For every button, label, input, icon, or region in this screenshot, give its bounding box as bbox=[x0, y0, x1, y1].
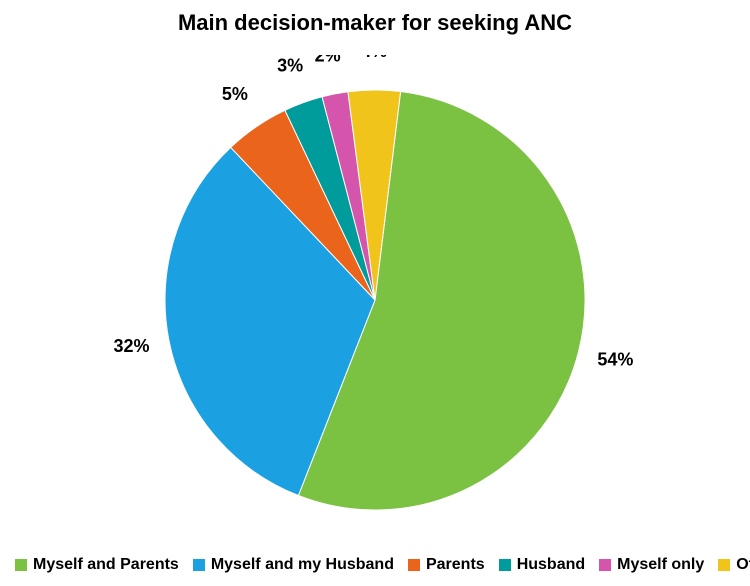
legend-item: Myself and my Husband bbox=[193, 556, 394, 574]
slice-label: 3% bbox=[277, 56, 303, 76]
chart-title: Main decision-maker for seeking ANC bbox=[0, 10, 750, 36]
legend-item: Others bbox=[718, 556, 750, 574]
chart-container: Main decision-maker for seeking ANC 54% 3… bbox=[0, 0, 750, 586]
legend-swatch bbox=[408, 559, 420, 571]
legend-swatch bbox=[718, 559, 730, 571]
legend-label: Others bbox=[736, 556, 750, 574]
slice-label: 2% bbox=[315, 55, 341, 65]
legend-label: Husband bbox=[517, 556, 585, 574]
slice-label: 5% bbox=[222, 84, 248, 104]
chart-area: 54% 32% 5% 3% 2% 4% bbox=[0, 55, 750, 535]
legend: Myself and Parents Myself and my Husband P… bbox=[0, 556, 750, 576]
legend-label: Myself only bbox=[617, 556, 704, 574]
legend-label: Parents bbox=[426, 556, 485, 574]
pie-chart: 54% 32% 5% 3% 2% 4% bbox=[0, 55, 750, 535]
legend-label: Myself and my Husband bbox=[211, 556, 394, 574]
legend-item: Parents bbox=[408, 556, 485, 574]
legend-swatch bbox=[499, 559, 511, 571]
legend-swatch bbox=[599, 559, 611, 571]
legend-item: Myself and Parents bbox=[15, 556, 179, 574]
legend-swatch bbox=[193, 559, 205, 571]
legend-swatch bbox=[15, 559, 27, 571]
legend-item: Myself only bbox=[599, 556, 704, 574]
slice-label: 4% bbox=[361, 55, 387, 61]
legend-item: Husband bbox=[499, 556, 585, 574]
legend-label: Myself and Parents bbox=[33, 556, 179, 574]
slice-label: 54% bbox=[597, 350, 633, 370]
slice-label: 32% bbox=[114, 336, 150, 356]
